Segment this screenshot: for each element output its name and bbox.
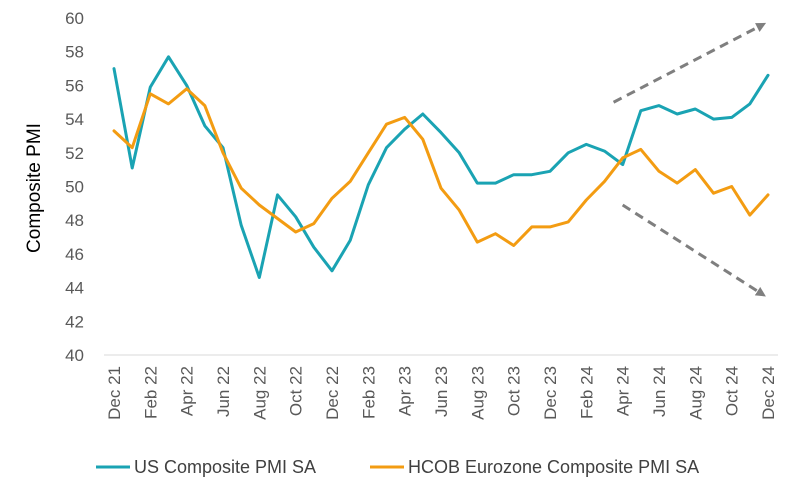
y-tick-label: 60 [65,9,84,28]
series-line-us [112,55,770,279]
legend: US Composite PMI SA HCOB Eurozone Compos… [96,457,699,477]
x-tick-label: Apr 23 [396,366,415,416]
annotation-layer [612,22,767,297]
x-tick-label: Jun 22 [214,366,233,417]
x-axis-ticks: Dec 21 Feb 22 Apr 22 Jun 22 Aug 22 Oct 22 Dec … [105,366,778,420]
legend-label-us: US Composite PMI SA [134,457,316,477]
y-tick-label: 48 [65,211,84,230]
y-tick-label: 44 [65,279,84,298]
x-tick-label: Feb 23 [359,366,378,419]
y-tick-label: 40 [65,346,84,365]
x-tick-label: Oct 24 [723,366,742,416]
x-tick-label: Aug 24 [686,366,705,420]
y-axis-ticks: 40 42 44 46 48 50 52 54 56 58 60 [65,9,84,365]
x-tick-label: Dec 21 [105,366,124,420]
series-layer [112,55,770,279]
series-line-eurozone [112,87,770,247]
x-tick-label: Oct 22 [287,366,306,416]
x-tick-label: Jun 24 [650,366,669,417]
x-tick-label: Apr 24 [614,366,633,416]
y-tick-label: 46 [65,245,84,264]
y-tick-label: 52 [65,144,84,163]
arrow-down-dashed [621,203,766,297]
x-tick-label: Jun 23 [432,366,451,417]
legend-label-eurozone: HCOB Eurozone Composite PMI SA [408,457,699,477]
x-tick-label: Feb 24 [577,366,596,419]
y-tick-label: 56 [65,76,84,95]
y-tick-label: 50 [65,178,84,197]
x-tick-label: Aug 22 [250,366,269,420]
y-tick-label: 54 [65,110,84,129]
y-axis-label: Composite PMI [24,123,45,253]
x-tick-label: Apr 22 [178,366,197,416]
x-tick-label: Aug 23 [468,366,487,420]
y-tick-label: 58 [65,43,84,62]
y-tick-label: 42 [65,312,84,331]
x-tick-label: Dec 24 [759,366,778,420]
x-tick-label: Dec 22 [323,366,342,420]
x-tick-label: Feb 22 [141,366,160,419]
arrow-up-dashed [612,22,767,104]
x-tick-label: Dec 23 [541,366,560,420]
x-tick-label: Oct 23 [505,366,524,416]
